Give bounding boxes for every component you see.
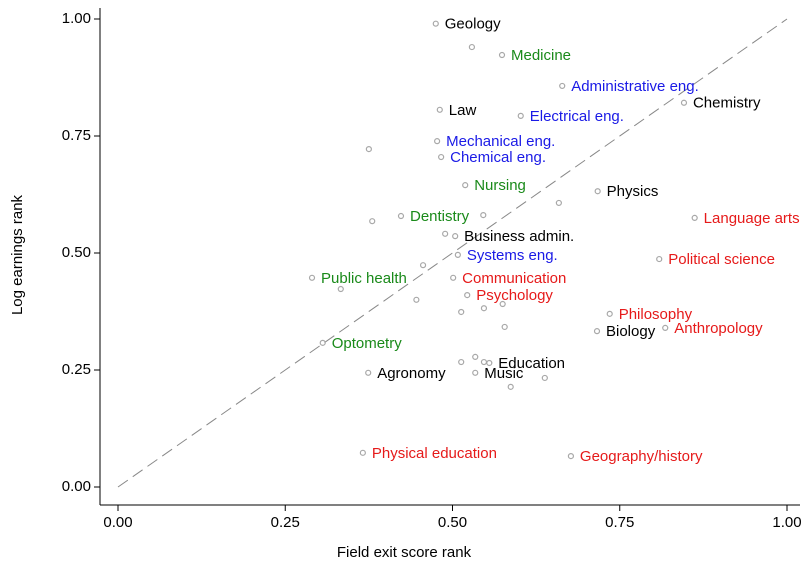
point-label: Dentistry [410,208,470,225]
y-axis-title: Log earnings rank [9,194,26,315]
point [555,199,562,207]
point-label: Nursing [474,177,526,194]
x-tick-label: 1.00 [772,514,801,531]
point [397,212,405,220]
point [606,310,613,317]
point-label: Physical education [372,445,497,462]
point [365,146,372,153]
point [468,43,476,51]
y-tick-label: 0.75 [62,127,91,144]
point-label: Chemical eng. [450,149,546,166]
point [436,106,443,113]
point-label: Chemistry [693,95,761,112]
y-tick-label: 0.00 [62,478,91,495]
point [450,274,457,281]
point [472,369,479,376]
point-label: Optometry [332,335,403,352]
point [458,308,465,316]
point [517,112,524,119]
point [319,339,326,346]
point-label: Medicine [511,47,571,64]
point-label: Language arts [704,210,800,227]
point-label: Law [449,102,477,119]
point [541,374,548,382]
point [507,383,514,390]
point [691,214,698,221]
point-label: Geography/history [580,448,703,465]
point [464,292,471,299]
point [567,453,575,460]
x-tick-label: 0.25 [271,514,300,531]
point-label: Political science [668,251,775,268]
point [462,182,469,189]
point [454,251,461,258]
x-tick-label: 0.00 [103,514,132,531]
point [480,305,488,312]
x-tick-label: 0.50 [438,514,467,531]
point-label: Education [498,355,565,372]
point-label: Systems eng. [467,247,558,264]
point [559,82,566,90]
point [369,218,376,225]
point-label: Mechanical eng. [446,133,555,150]
point [308,274,316,281]
point [337,285,344,293]
point [458,358,465,366]
point [419,262,427,269]
point [432,20,439,27]
point-label: Administrative eng. [571,78,699,95]
point-label: Communication [462,270,566,287]
point [434,138,441,145]
point [593,328,601,335]
point [365,369,372,376]
point [413,296,420,303]
point [438,153,445,161]
x-tick-label: 0.75 [605,514,634,531]
reference-line [117,18,788,488]
point [452,233,459,240]
point [480,358,488,366]
point [480,211,487,219]
point-label: Business admin. [464,228,574,245]
point-label: Psychology [476,287,553,304]
point [594,188,601,195]
point [472,353,479,360]
point [499,300,506,308]
y-tick-label: 1.00 [62,10,91,27]
x-axis-title: Field exit score rank [337,544,472,561]
point [656,255,663,263]
point-label: Anthropology [674,320,763,337]
point-label: Geology [445,16,501,33]
point [501,323,508,331]
point [359,449,366,456]
point [662,324,669,331]
point [442,230,449,237]
point-label: Music [484,365,524,382]
y-tick-label: 0.50 [62,244,91,261]
point-label: Agronomy [377,365,446,382]
point [680,99,688,106]
point-label: Electrical eng. [530,108,624,125]
point-label: Philosophy [619,306,693,323]
y-tick-label: 0.25 [62,361,91,378]
point-label: Physics [607,183,659,200]
point-label: Biology [606,323,656,340]
point-label: Public health [321,270,407,287]
point [498,51,506,59]
